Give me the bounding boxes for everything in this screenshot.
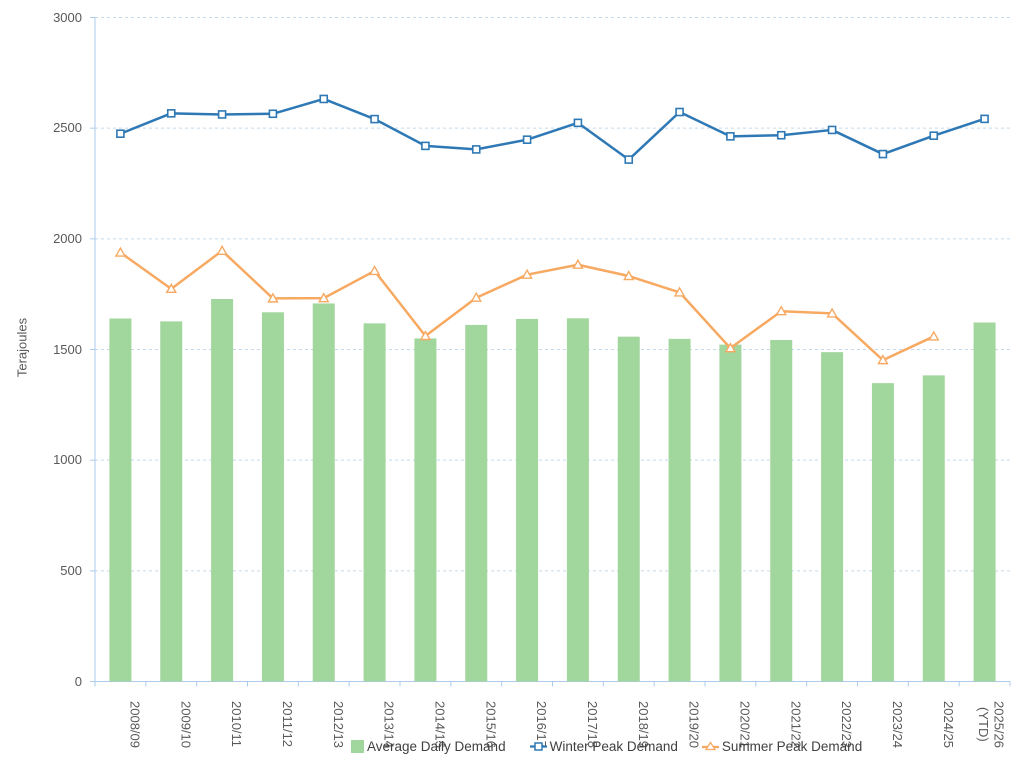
bar xyxy=(414,338,437,682)
bar xyxy=(566,318,589,682)
square-marker xyxy=(268,109,278,119)
y-tick-label: 500 xyxy=(60,562,82,578)
x-tick-label: 2025/26 (YTD) xyxy=(975,700,1007,748)
triangle-marker xyxy=(775,305,787,316)
square-marker xyxy=(421,141,430,151)
legend-triangle-marker-icon xyxy=(701,741,719,751)
bar xyxy=(973,322,996,682)
square-marker xyxy=(217,110,227,119)
x-tick-label: 2020/21 xyxy=(737,700,753,748)
triangle-marker xyxy=(673,286,686,297)
legend-label: Winter Peak Demand xyxy=(549,739,678,754)
bar xyxy=(211,299,234,682)
x-tick-label: 2022/23 xyxy=(839,700,855,748)
square-marker xyxy=(522,135,532,144)
bar xyxy=(465,324,488,682)
x-tick-label: 2023/24 xyxy=(889,700,905,748)
legend-bar-swatch xyxy=(351,740,364,753)
x-tick-label: 2011/12 xyxy=(279,700,295,748)
triangle-marker xyxy=(368,264,381,276)
x-tick-label: 2017/18 xyxy=(584,700,600,748)
triangle-marker xyxy=(318,292,330,303)
triangle-marker xyxy=(928,330,940,341)
legend-item: Winter Peak Demand xyxy=(529,739,678,754)
x-tick-label: 2019/20 xyxy=(686,700,702,748)
square-marker xyxy=(624,155,634,164)
x-tick-label: 2013/14 xyxy=(381,700,397,748)
square-marker xyxy=(370,114,379,124)
square-marker xyxy=(573,118,583,128)
triangle-marker xyxy=(267,292,279,303)
y-tick-label: 1000 xyxy=(53,452,82,468)
bar xyxy=(922,375,945,682)
legend: Average Daily Demand Winter Peak Demand Su… xyxy=(351,739,862,754)
square-marker xyxy=(929,131,939,140)
triangle-marker xyxy=(216,244,228,255)
bar xyxy=(770,339,793,682)
y-tick-label: 2000 xyxy=(53,230,82,246)
square-marker xyxy=(166,109,176,118)
bar xyxy=(109,318,132,682)
square-marker xyxy=(878,149,888,159)
x-tick-label: 2024/25 xyxy=(940,700,956,748)
y-tick-label: 0 xyxy=(74,673,82,689)
bar xyxy=(821,352,844,682)
triangle-marker xyxy=(165,282,177,294)
legend-item: Summer Peak Demand xyxy=(701,739,863,754)
square-marker xyxy=(827,125,837,135)
square-marker xyxy=(726,132,735,141)
legend-item: Average Daily Demand xyxy=(351,739,506,754)
x-tick-label: 2018/19 xyxy=(635,700,651,748)
square-marker xyxy=(319,94,329,104)
triangle-marker xyxy=(826,307,838,318)
x-tick-label: 2021/22 xyxy=(788,700,804,748)
triangle-marker xyxy=(419,330,432,341)
triangle-marker xyxy=(521,268,533,279)
square-marker xyxy=(116,129,125,138)
bar xyxy=(516,318,539,682)
triangle-marker xyxy=(114,246,127,257)
x-tick-label: 2014/15 xyxy=(432,700,448,748)
triangle-marker xyxy=(877,354,889,365)
bar xyxy=(871,383,894,682)
winter-peak-demand-line xyxy=(119,97,986,161)
y-tick-label: 2500 xyxy=(53,120,82,136)
bar xyxy=(312,303,335,682)
bar xyxy=(617,336,640,682)
triangle-marker xyxy=(623,270,635,281)
triangle-marker xyxy=(470,291,482,302)
triangle-marker xyxy=(724,342,737,353)
x-tick-label: 2012/13 xyxy=(330,700,346,748)
bar xyxy=(261,312,284,682)
square-marker xyxy=(471,145,481,154)
y-tick-label: 1500 xyxy=(53,341,82,357)
x-tick-label: 2010/11 xyxy=(229,700,245,748)
square-marker xyxy=(776,130,786,140)
y-tick-label: 3000 xyxy=(53,9,82,25)
x-tick-label: 2016/17 xyxy=(534,700,550,748)
legend-square-marker-icon xyxy=(529,742,547,751)
x-tick-label: 2008/09 xyxy=(127,700,143,748)
bar xyxy=(668,338,691,682)
bar xyxy=(363,323,386,682)
x-tick-label: 2009/10 xyxy=(178,700,194,748)
bar xyxy=(160,321,183,682)
legend-label: Average Daily Demand xyxy=(367,739,506,754)
x-tick-label: 2015/16 xyxy=(483,700,499,748)
square-marker xyxy=(675,107,684,117)
square-marker xyxy=(980,114,989,124)
triangle-marker xyxy=(572,258,584,269)
bar xyxy=(719,344,742,682)
legend-label: Summer Peak Demand xyxy=(721,739,863,754)
